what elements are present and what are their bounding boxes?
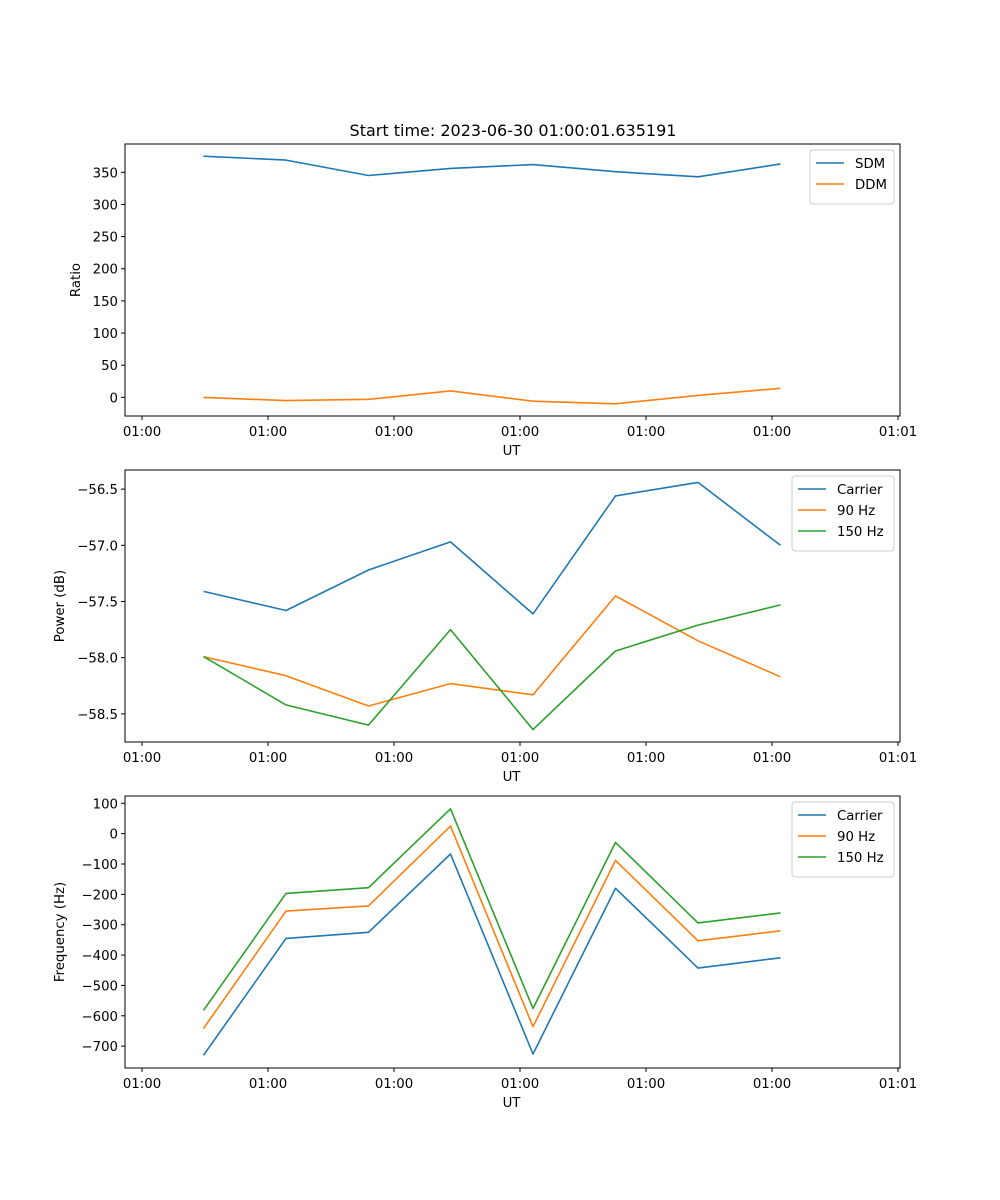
x-tick-label: 01:00 [123, 425, 161, 440]
x-tick-label: 01:00 [501, 1077, 539, 1092]
panel-1: 01:00 01:00 01:00 01:00 01:00 01:00 01:01 UT 0 50… [69, 143, 917, 459]
x-axis-label: UT [503, 1096, 522, 1111]
x-tick-label: 01:00 [753, 425, 791, 440]
y-tick-label: −100 [81, 858, 118, 873]
y-axis-label: Frequency (Hz) [53, 882, 68, 982]
x-tick-label: 01:00 [249, 1077, 287, 1092]
panel-3: 01:00 01:00 01:00 01:00 01:00 01:00 01:01 UT −70… [53, 795, 917, 1111]
y-tick-label: −400 [81, 949, 118, 964]
x-tick-label: 01:00 [753, 1077, 791, 1092]
series-line-150-hz [202, 807, 781, 1011]
series-line-90-hz [203, 595, 781, 707]
x-tick-label: 01:01 [879, 425, 917, 440]
legend-label: 150 Hz [837, 525, 884, 540]
series-line-carrier [202, 853, 781, 1056]
y-tick-label: −600 [81, 1010, 118, 1025]
x-tick-label: 01:00 [501, 751, 539, 766]
series-line-ddm [203, 387, 781, 405]
figure-title: Start time: 2023-06-30 01:00:01.635191 [350, 121, 677, 140]
plot-frame [124, 795, 901, 1069]
x-tick-label: 01:00 [753, 751, 791, 766]
y-tick-label: 0 [110, 828, 118, 843]
y-tick-label: −700 [81, 1040, 118, 1055]
x-tick-label: 01:00 [375, 1077, 413, 1092]
x-tick-label: 01:00 [627, 1077, 665, 1092]
x-tick-label: 01:00 [627, 425, 665, 440]
legend-label: 150 Hz [837, 851, 884, 866]
legend-label: Carrier [837, 483, 883, 498]
plot-frame [124, 469, 901, 743]
panel-2: 01:00 01:00 01:00 01:00 01:00 01:00 01:01 UT −58… [53, 469, 917, 785]
x-tick-label: 01:00 [375, 751, 413, 766]
y-tick-label: 100 [93, 797, 118, 812]
series-line-sdm [203, 155, 781, 178]
y-tick-label: −58.5 [77, 708, 118, 723]
y-tick-label: −58.0 [77, 652, 118, 667]
legend-label: 90 Hz [837, 830, 875, 845]
legend: Carrier 90 Hz 150 Hz [791, 475, 895, 552]
y-axis-label: Ratio [69, 263, 84, 297]
x-tick-label: 01:01 [879, 751, 917, 766]
legend-label: 90 Hz [837, 504, 875, 519]
y-tick-label: 250 [93, 231, 118, 246]
y-tick-label: −300 [81, 919, 118, 934]
y-tick-label: 150 [93, 295, 118, 310]
plot-frame [124, 143, 901, 417]
legend-label: Carrier [837, 809, 883, 824]
y-axis-label: Power (dB) [53, 570, 68, 642]
x-tick-label: 01:01 [879, 1077, 917, 1092]
y-tick-label: −57.0 [77, 539, 118, 554]
x-axis-label: UT [503, 444, 522, 459]
legend-box [791, 475, 895, 552]
y-tick-label: −56.5 [77, 483, 118, 498]
y-tick-label: −200 [81, 888, 118, 903]
y-tick-label: −57.5 [77, 596, 118, 611]
series-line-carrier [203, 481, 781, 615]
y-tick-label: 0 [110, 391, 118, 406]
x-tick-label: 01:00 [249, 425, 287, 440]
series-line-90-hz [202, 825, 781, 1029]
legend: SDM DDM [809, 149, 895, 205]
y-tick-label: −500 [81, 979, 118, 994]
y-tick-label: 300 [93, 198, 118, 213]
y-tick-label: 200 [93, 263, 118, 278]
x-tick-label: 01:00 [501, 425, 539, 440]
y-tick-label: 350 [93, 166, 118, 181]
x-tick-label: 01:00 [123, 751, 161, 766]
y-tick-label: 50 [101, 359, 118, 374]
series-line-150-hz [203, 604, 781, 731]
legend-box [791, 801, 895, 878]
x-tick-label: 01:00 [123, 1077, 161, 1092]
legend-label: SDM [855, 157, 885, 172]
x-axis-label: UT [503, 770, 522, 785]
legend: Carrier 90 Hz 150 Hz [791, 801, 895, 878]
x-tick-label: 01:00 [249, 751, 287, 766]
x-tick-label: 01:00 [375, 425, 413, 440]
legend-label: DDM [855, 178, 887, 193]
y-tick-label: 100 [93, 327, 118, 342]
x-tick-label: 01:00 [627, 751, 665, 766]
